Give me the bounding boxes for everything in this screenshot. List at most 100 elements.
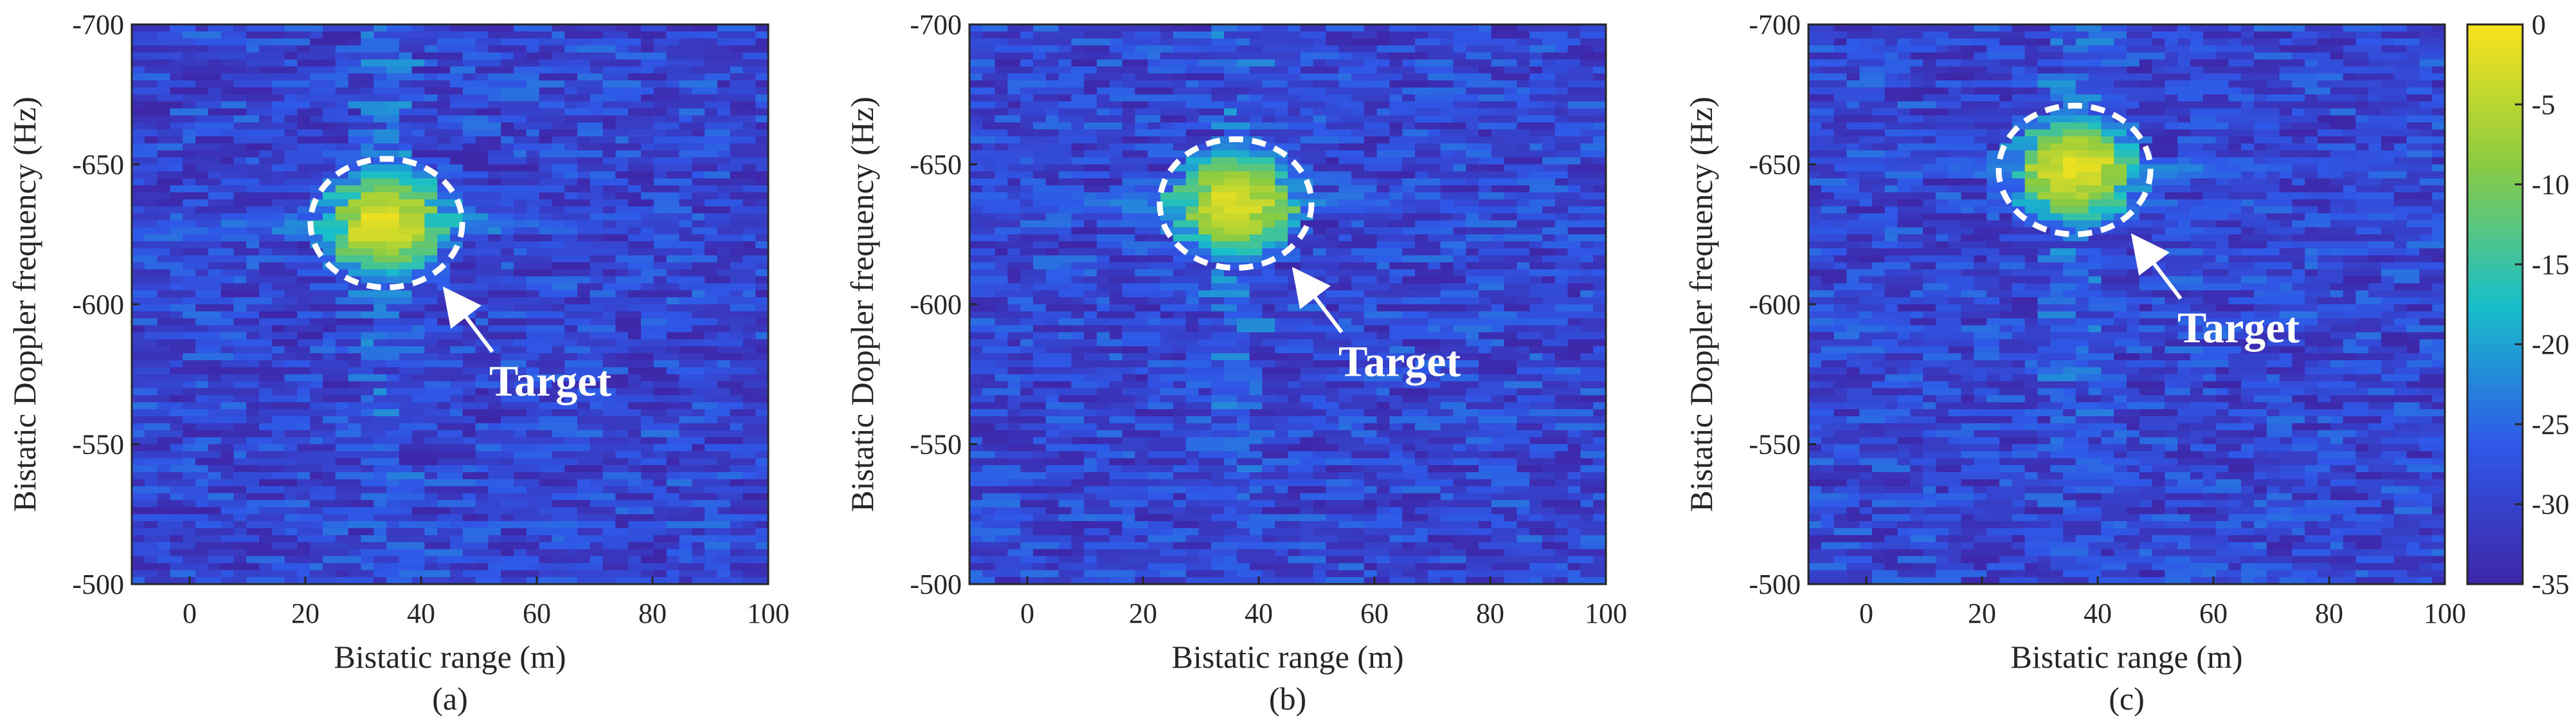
heatmap-cell [995,514,1034,522]
heatmap-cell [743,423,769,431]
heatmap-cell [1198,290,1238,298]
heatmap-cell [1071,31,1085,39]
heatmap-cell [1122,528,1161,536]
heatmap-cell [2279,66,2305,74]
heatmap-cell [1109,577,1123,585]
heatmap-cell [1554,409,1581,417]
heatmap-cell [246,185,285,193]
heatmap-cell [437,206,476,214]
heatmap-cell [1580,318,1607,326]
heatmap-cell [1135,367,1148,375]
heatmap-cell [615,353,629,361]
heatmap-cell [1517,395,1530,403]
heatmap-cell [132,409,170,417]
heatmap-cell [2075,108,2089,116]
heatmap-cell [641,38,654,46]
heatmap-cell [1427,360,1441,368]
heatmap-cell [386,206,400,214]
heatmap-cell [730,115,756,123]
heatmap-cell [1872,108,1898,116]
heatmap-cell [705,108,718,116]
heatmap-cell [2368,248,2408,256]
heatmap-cell [2101,129,2127,137]
heatmap-cell [1923,59,1936,67]
heatmap-cell [602,227,629,235]
heatmap-cell [1020,339,1034,347]
heatmap-cell [297,381,311,389]
heatmap-cell [1897,234,1936,242]
heatmap-cell [259,318,298,326]
heatmap-cell [1236,521,1275,529]
heatmap-cell [271,276,298,284]
heatmap-cell [2241,248,2280,256]
heatmap-cell [361,143,374,151]
heatmap-cell [969,143,983,151]
heatmap-cell [539,500,552,508]
heatmap-cell [692,115,731,123]
heatmap-cell [1224,80,1263,88]
heatmap-cell [1084,437,1097,445]
heatmap-cell [1300,311,1326,319]
heatmap-cell [1961,59,2000,67]
heatmap-cell [2177,122,2217,130]
heatmap-cell [2305,87,2331,95]
heatmap-cell [969,150,996,158]
heatmap-cell [514,24,552,32]
heatmap-cell [2254,87,2292,95]
heatmap-cell [437,241,464,249]
heatmap-cell [526,346,552,354]
heatmap-cell [1084,52,1110,60]
heatmap-cell [246,304,285,312]
heatmap-cell [1567,241,1581,249]
heatmap-cell [1554,395,1581,403]
heatmap-cell [1974,80,2013,88]
heatmap-cell [297,255,336,263]
heatmap-cell [2368,143,2382,151]
heatmap-cell [1211,423,1238,431]
heatmap-cell [1364,178,1378,186]
heatmap-cell [424,346,451,354]
heatmap-cell [1109,444,1148,452]
heatmap-cell [755,122,769,130]
heatmap-cell [1185,101,1225,109]
heatmap-cell [679,115,692,123]
heatmap-cell [1097,129,1135,137]
heatmap-cell [552,367,565,375]
heatmap-cell [2012,108,2051,116]
heatmap-cell [1122,332,1161,340]
heatmap-cell [755,367,769,375]
heatmap-cell [361,108,374,116]
heatmap-cell [1440,150,1454,158]
heatmap-cell [1198,59,1238,67]
heatmap-cell [1479,381,1505,389]
heatmap-cell [1479,465,1517,473]
heatmap-cell [1542,332,1556,340]
heatmap-cell [743,444,756,452]
heatmap-cell [1185,290,1199,298]
heatmap-cell [1148,171,1187,179]
heatmap-cell [1580,409,1594,417]
heatmap-cell [743,122,756,130]
heatmap-cell [1300,73,1339,81]
heatmap-cell [1275,45,1314,53]
heatmap-cell [488,472,514,480]
heatmap-cell [2012,136,2038,144]
heatmap-cell [1326,437,1365,445]
heatmap-cell [170,206,196,214]
heatmap-cell [195,423,234,431]
heatmap-cell [233,80,273,88]
heatmap-cell [310,73,349,81]
heatmap-cell [437,283,451,291]
heatmap-cell [679,472,718,480]
heatmap-cell [666,367,705,375]
heatmap-cell [615,416,642,424]
heatmap-cell [297,52,336,60]
heatmap-cell [1211,192,1238,200]
heatmap-cell [1986,157,2026,165]
heatmap-cell [501,416,540,424]
heatmap-cell [1109,199,1148,207]
heatmap-cell [1071,220,1085,228]
heatmap-cell [705,248,718,256]
heatmap-cell [1173,164,1199,172]
heatmap-cell [1402,185,1416,193]
